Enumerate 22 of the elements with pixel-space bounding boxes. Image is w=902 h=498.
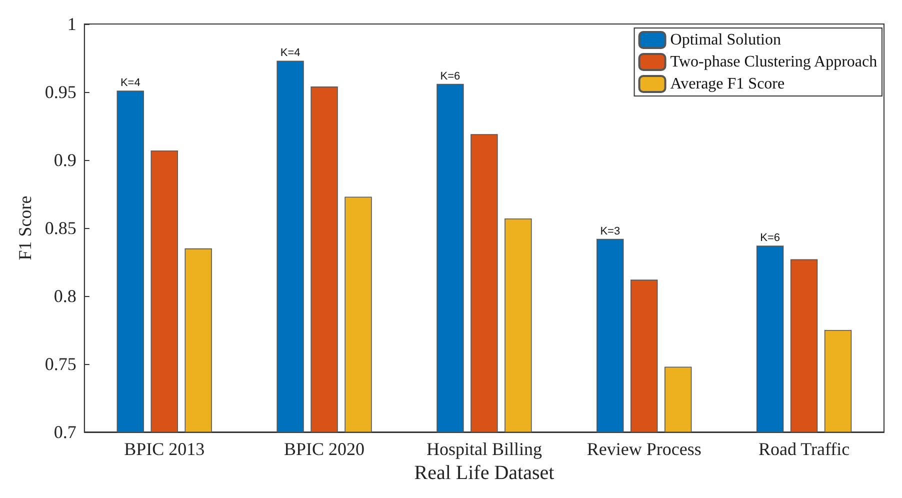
y-tick-label: 1: [67, 14, 76, 34]
annotation: K=4: [120, 77, 140, 90]
y-axis-title: F1 Score: [15, 196, 35, 260]
legend-label: Optimal Solution: [670, 32, 781, 48]
x-tick-label: Hospital Billing: [426, 439, 542, 459]
x-tick-label: BPIC 2013: [124, 439, 205, 459]
x-tick-label: BPIC 2020: [284, 439, 365, 459]
legend-label: Two-phase Clustering Approach: [670, 54, 878, 70]
annotation: K=6: [440, 70, 460, 82]
annotation: K=4: [280, 47, 300, 60]
y-tick-label: 0.85: [44, 218, 76, 238]
legend-label: Average F1 Score: [670, 76, 785, 92]
x-tick-label: Road Traffic: [758, 439, 850, 459]
x-axis-title: Real Life Dataset: [414, 462, 555, 484]
x-tick-label: Review Process: [586, 439, 702, 459]
annotation: K=3: [600, 225, 620, 238]
y-tick-label: 0.8: [54, 286, 76, 306]
annotation: K=6: [760, 232, 780, 244]
y-tick-label: 0.75: [44, 354, 76, 374]
y-tick-label: 0.9: [54, 150, 76, 170]
y-tick-label: 0.95: [44, 82, 76, 102]
y-tick-label: 0.7: [54, 422, 76, 442]
